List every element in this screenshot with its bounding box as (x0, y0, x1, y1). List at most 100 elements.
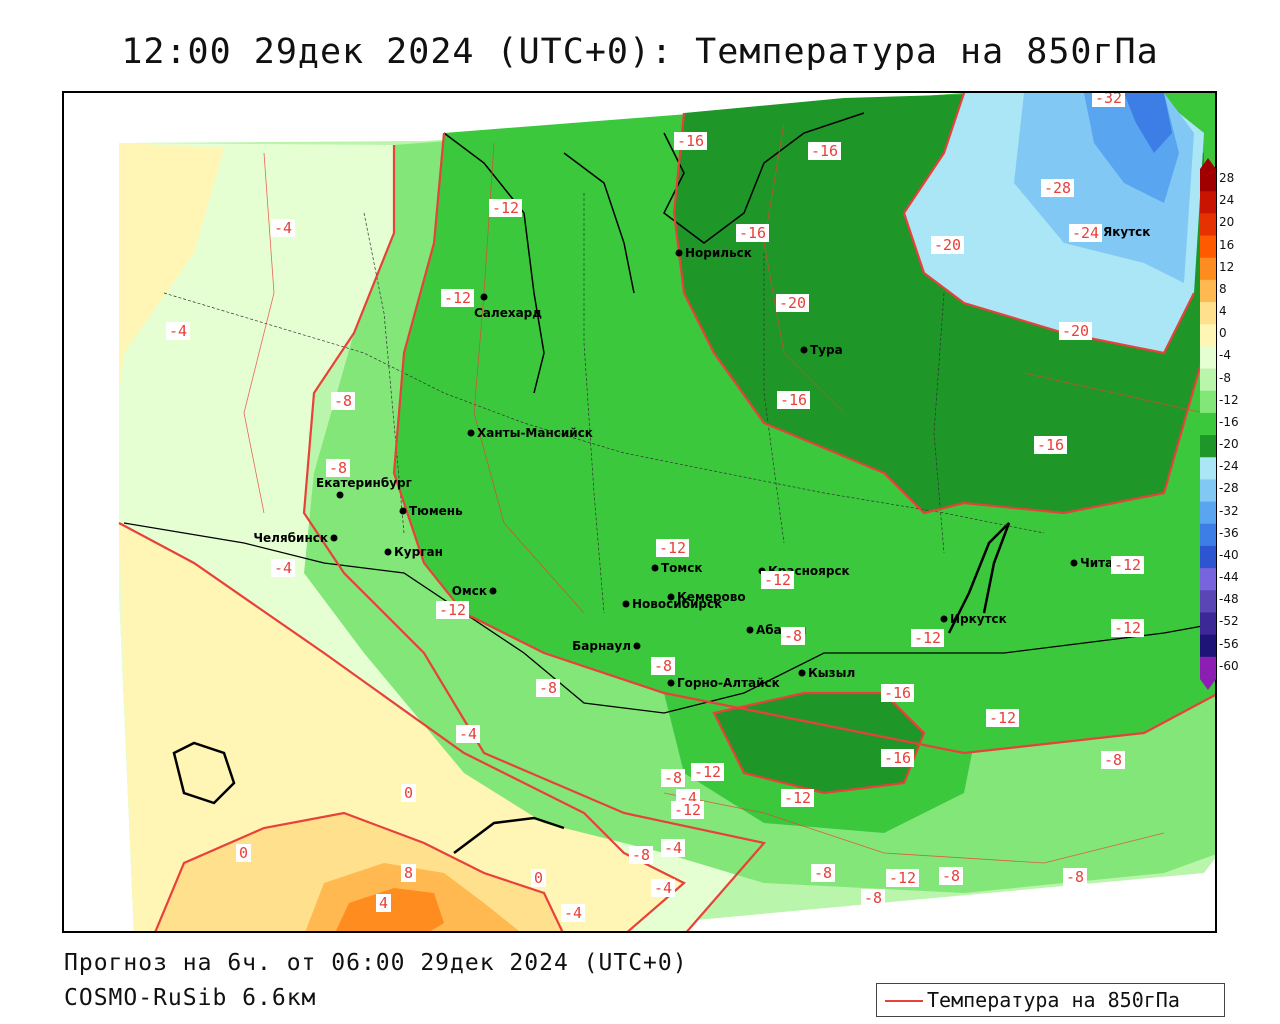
city-marker (746, 626, 754, 634)
city-marker (467, 429, 475, 437)
colorbar-swatch (1200, 279, 1216, 303)
contour-label: -12 (764, 571, 791, 589)
contour-label: -12 (1114, 556, 1141, 574)
contour-label-bg (401, 864, 416, 882)
colorbar-tick-label: -56 (1219, 636, 1239, 651)
city-label: Курган (394, 545, 443, 559)
contour-label: -8 (632, 846, 650, 864)
city-label: Норильск (685, 246, 752, 260)
colorbar-swatch (1200, 435, 1216, 458)
model-name: COSMO-RuSib 6.6км (64, 985, 317, 1011)
colorbar-swatch (1200, 412, 1216, 436)
coastline (443, 112, 865, 394)
contour-label: -8 (1066, 868, 1084, 886)
contour-label: -16 (739, 224, 766, 242)
city-label: Кызыл (808, 666, 855, 680)
contour-label-bg (436, 601, 469, 619)
colorbar-tick-label: -40 (1219, 547, 1239, 562)
national-border (123, 522, 1215, 714)
contour-label-bg (661, 839, 685, 857)
city-label: Горно-Алтайск (677, 676, 780, 690)
city-marker (1070, 559, 1078, 567)
contour-label: -12 (784, 789, 811, 807)
zone-zero (119, 143, 224, 393)
city-label: Якутск (1103, 225, 1150, 239)
contour-label: -12 (889, 869, 916, 887)
contour-label-bg (1063, 868, 1087, 886)
contour-label-bg (861, 889, 885, 907)
colorbar-swatch (1200, 235, 1216, 259)
city-label: Иркутск (950, 612, 1007, 626)
contour-label-bg (326, 459, 350, 477)
contour-label: -12 (444, 289, 471, 307)
contour-label-bg (808, 142, 841, 160)
city-marker (336, 491, 344, 499)
contour-label: -20 (934, 236, 961, 254)
contour-label-bg (1034, 436, 1067, 454)
colorbar-tick-label: -32 (1219, 503, 1239, 518)
city-label: Ханты-Мансийск (477, 426, 593, 440)
city-label: Барнаул (572, 639, 631, 653)
colorbar-tick-label: 12 (1219, 259, 1235, 274)
map-area[interactable]: Норильск Салехард Тура Якутск Ханты-Мансийск… (62, 91, 1217, 933)
colorbar-swatch (1200, 324, 1216, 347)
contour-label-bg (456, 725, 480, 743)
city-marker (940, 615, 948, 623)
contour-label-bg (401, 784, 416, 802)
contour-label: -12 (439, 601, 466, 619)
contour-label-bg (1059, 322, 1092, 340)
contour-label: 4 (379, 894, 388, 912)
legend: Температура на 850гПа (876, 983, 1225, 1017)
contour-label-bg (691, 763, 724, 781)
zone-minus-32 (1124, 93, 1172, 153)
contour-label-bg (376, 894, 391, 912)
colorbar-swatch (1200, 568, 1216, 591)
colorbar-swatch (1200, 612, 1216, 636)
contour-label-bg (651, 879, 675, 897)
contour-label-bg (489, 199, 522, 217)
contour-label-bg (1092, 93, 1125, 107)
contour-label: 8 (404, 864, 413, 882)
contour-label-bg (1069, 224, 1102, 242)
contour-label-bg (674, 132, 707, 150)
contour-label: -16 (677, 132, 704, 150)
city-marker (667, 593, 675, 601)
colorbar-tick-label: -28 (1219, 481, 1239, 496)
city-label: Челябинск (253, 531, 328, 545)
colorbar-swatch (1200, 523, 1216, 547)
contour-label-bg (671, 801, 704, 819)
contour-label-bg (629, 846, 653, 864)
colorbar-tick-label: -60 (1219, 658, 1239, 673)
contour-label: -12 (1114, 619, 1141, 637)
contour-label-bg (441, 289, 474, 307)
contour-label-bg (531, 869, 546, 887)
contour-label-bg (776, 294, 809, 312)
contour-label-bg (911, 629, 944, 647)
contour-label-bg (781, 789, 814, 807)
contour-label: -4 (654, 879, 672, 897)
city-label: Тура (810, 343, 843, 357)
colorbar-swatch (1200, 656, 1216, 680)
colorbar-swatch (1200, 191, 1216, 214)
contour-label-bg (881, 749, 914, 767)
city-marker (384, 548, 392, 556)
city-label: Омск (452, 584, 487, 598)
colorbar-tick-label: 24 (1219, 193, 1235, 208)
colorbar-tick-label: -36 (1219, 525, 1239, 540)
city-marker (651, 564, 659, 572)
map-title: 12:00 29дек 2024 (UTC+0): Температура на… (121, 32, 1159, 72)
contour-label: -16 (1037, 436, 1064, 454)
contour-label-bg (811, 864, 835, 882)
colorbar-tick-label: 20 (1219, 215, 1235, 230)
colorbar-tick-label: 8 (1219, 281, 1227, 296)
colorbar-tick-label: -52 (1219, 614, 1239, 629)
colorbar-tick-label: 0 (1219, 326, 1227, 341)
colorbar-tick-label: -8 (1219, 370, 1231, 385)
contour-label-bg (166, 322, 190, 340)
colorbar-swatch (1200, 590, 1216, 613)
colorbar (1200, 158, 1216, 690)
contour-label: -12 (674, 801, 701, 819)
contour-label: -4 (169, 322, 187, 340)
colorbar-swatch (1200, 479, 1216, 503)
contour-label: -32 (1095, 93, 1122, 107)
